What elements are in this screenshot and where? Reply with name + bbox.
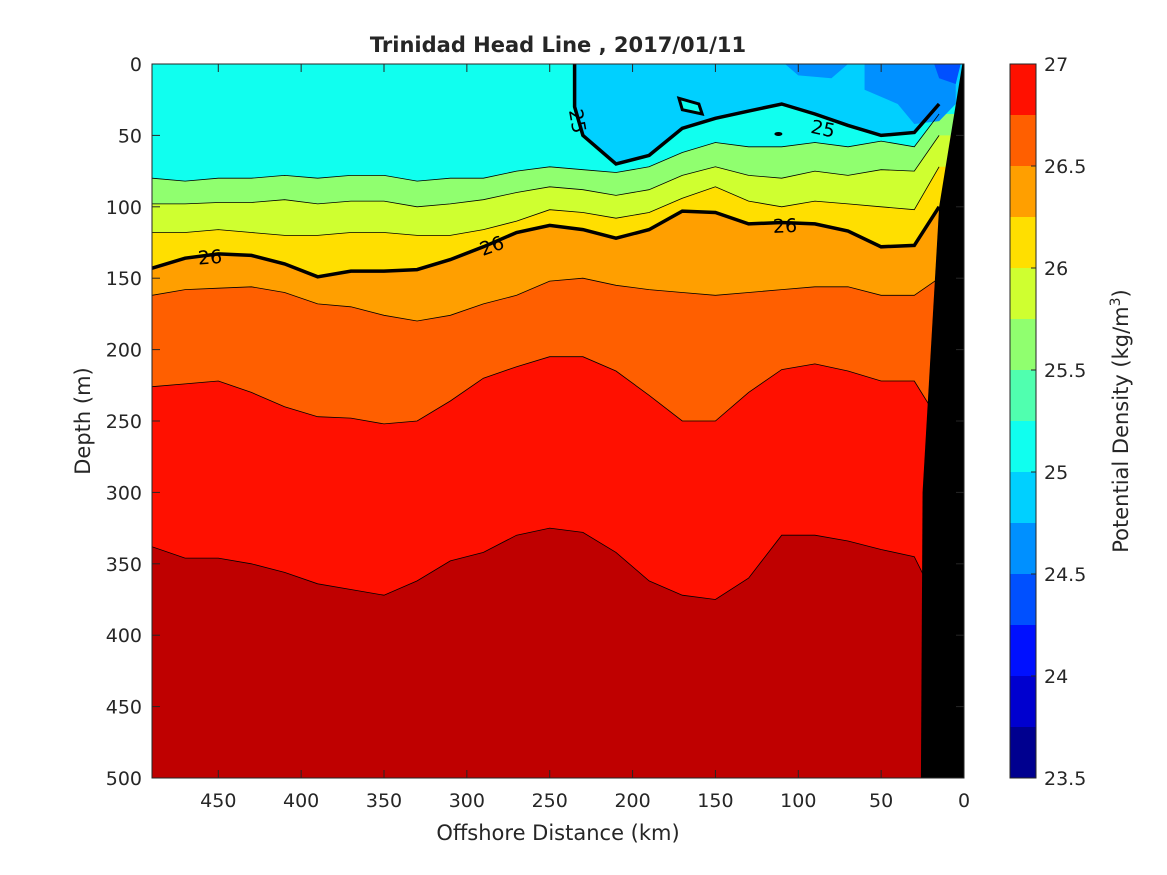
colorbar-segment xyxy=(1010,64,1036,115)
contour-label: 26 xyxy=(197,246,223,270)
colorbar-tick-label: 25 xyxy=(1044,462,1068,484)
y-tick-label: 300 xyxy=(106,482,142,504)
x-axis-label: Offshore Distance (km) xyxy=(436,821,679,845)
x-tick-label: 250 xyxy=(532,790,568,812)
y-tick-label: 350 xyxy=(106,554,142,576)
colorbar-tick-label: 26 xyxy=(1044,258,1068,280)
colorbar: 23.5 24 24.5 25 25.5 26 26.5 27 xyxy=(1009,54,1086,790)
band-24.5-24.75 xyxy=(785,64,848,79)
seafloor-shelf xyxy=(920,64,964,778)
y-tick-label: 400 xyxy=(106,625,142,647)
contour-line-25-island xyxy=(676,96,705,116)
x-tick-label: 150 xyxy=(697,790,733,812)
contour-line-25 xyxy=(572,64,941,166)
y-tick-label: 50 xyxy=(118,125,142,147)
x-tick-label: 450 xyxy=(200,790,236,812)
colorbar-segment xyxy=(1010,166,1036,217)
colorbar-tick-label: 25.5 xyxy=(1044,360,1086,382)
colorbar-label-sup: 3 xyxy=(1108,297,1124,306)
colorbar-label-text: Potential Density (kg/m xyxy=(1109,306,1133,552)
y-tick-label: 450 xyxy=(106,697,142,719)
x-tick-label: 0 xyxy=(958,790,970,812)
colorbar-segment xyxy=(1010,268,1036,319)
x-tick-label: 200 xyxy=(614,790,650,812)
contour-line xyxy=(152,277,940,322)
contour-line xyxy=(152,166,940,236)
y-tick-label: 200 xyxy=(106,340,142,362)
band-24.25-24.5 xyxy=(934,64,961,84)
colorbar-tick-label: 24.5 xyxy=(1044,564,1086,586)
colorbar-segment xyxy=(1010,421,1036,472)
colorbar-segment xyxy=(1010,319,1036,370)
colorbar-segment xyxy=(1010,625,1036,676)
y-tick-label: 500 xyxy=(106,768,142,790)
x-tick-label: 400 xyxy=(283,790,319,812)
x-axis: 450 400 350 300 250 200 150 100 50 0 xyxy=(200,64,970,812)
colorbar-segment xyxy=(1010,115,1036,166)
colorbar-label-end: ) xyxy=(1109,289,1133,297)
colorbar-tick-label: 24 xyxy=(1044,666,1068,688)
contour-label-text: 25 xyxy=(809,116,837,143)
colorbar-tick-label: 26.5 xyxy=(1044,156,1086,178)
colorbar-segment xyxy=(1010,370,1036,421)
y-tick-label: 150 xyxy=(106,268,142,290)
y-tick-label: 100 xyxy=(106,197,142,219)
x-tick-label: 300 xyxy=(449,790,485,812)
contour-line xyxy=(152,135,940,208)
contour-label-text: 26 xyxy=(197,246,223,270)
x-tick-label: 350 xyxy=(366,790,402,812)
colorbar-tick-label: 27 xyxy=(1044,54,1068,76)
y-tick-label: 0 xyxy=(130,54,142,76)
contour-label: 25 xyxy=(564,107,590,135)
contour-label: 26 xyxy=(773,215,798,238)
contour-label-text: 26 xyxy=(773,215,798,238)
contour-label-text: 25 xyxy=(564,107,590,135)
contour-line-26 xyxy=(152,205,941,279)
contour-line-25-dot xyxy=(774,131,783,136)
colorbar-segment xyxy=(1010,217,1036,268)
contour-lines xyxy=(152,64,941,607)
colorbar-label: Potential Density (kg/m3) xyxy=(1108,289,1133,553)
colorbar-tick-label: 23.5 xyxy=(1044,768,1086,790)
contour-label: 25 xyxy=(809,116,837,143)
density-bands xyxy=(152,64,964,778)
contour-line xyxy=(152,356,940,425)
y-axis-label: Depth (m) xyxy=(71,367,95,474)
colorbar-frame xyxy=(1009,63,1037,779)
x-tick-label: 50 xyxy=(869,790,893,812)
y-tick-label: 250 xyxy=(106,411,142,433)
y-axis: 0 50 100 150 200 250 300 350 400 450 500 xyxy=(106,54,964,790)
colorbar-segment xyxy=(1010,676,1036,727)
colorbar-segment xyxy=(1010,574,1036,625)
colorbar-segment xyxy=(1010,472,1036,523)
colorbar-segment xyxy=(1010,523,1036,574)
x-tick-label: 100 xyxy=(780,790,816,812)
colorbar-segment xyxy=(1010,727,1036,778)
contour-line xyxy=(152,527,940,607)
contour-line xyxy=(152,113,940,182)
chart-title: Trinidad Head Line , 2017/01/11 xyxy=(370,33,746,57)
